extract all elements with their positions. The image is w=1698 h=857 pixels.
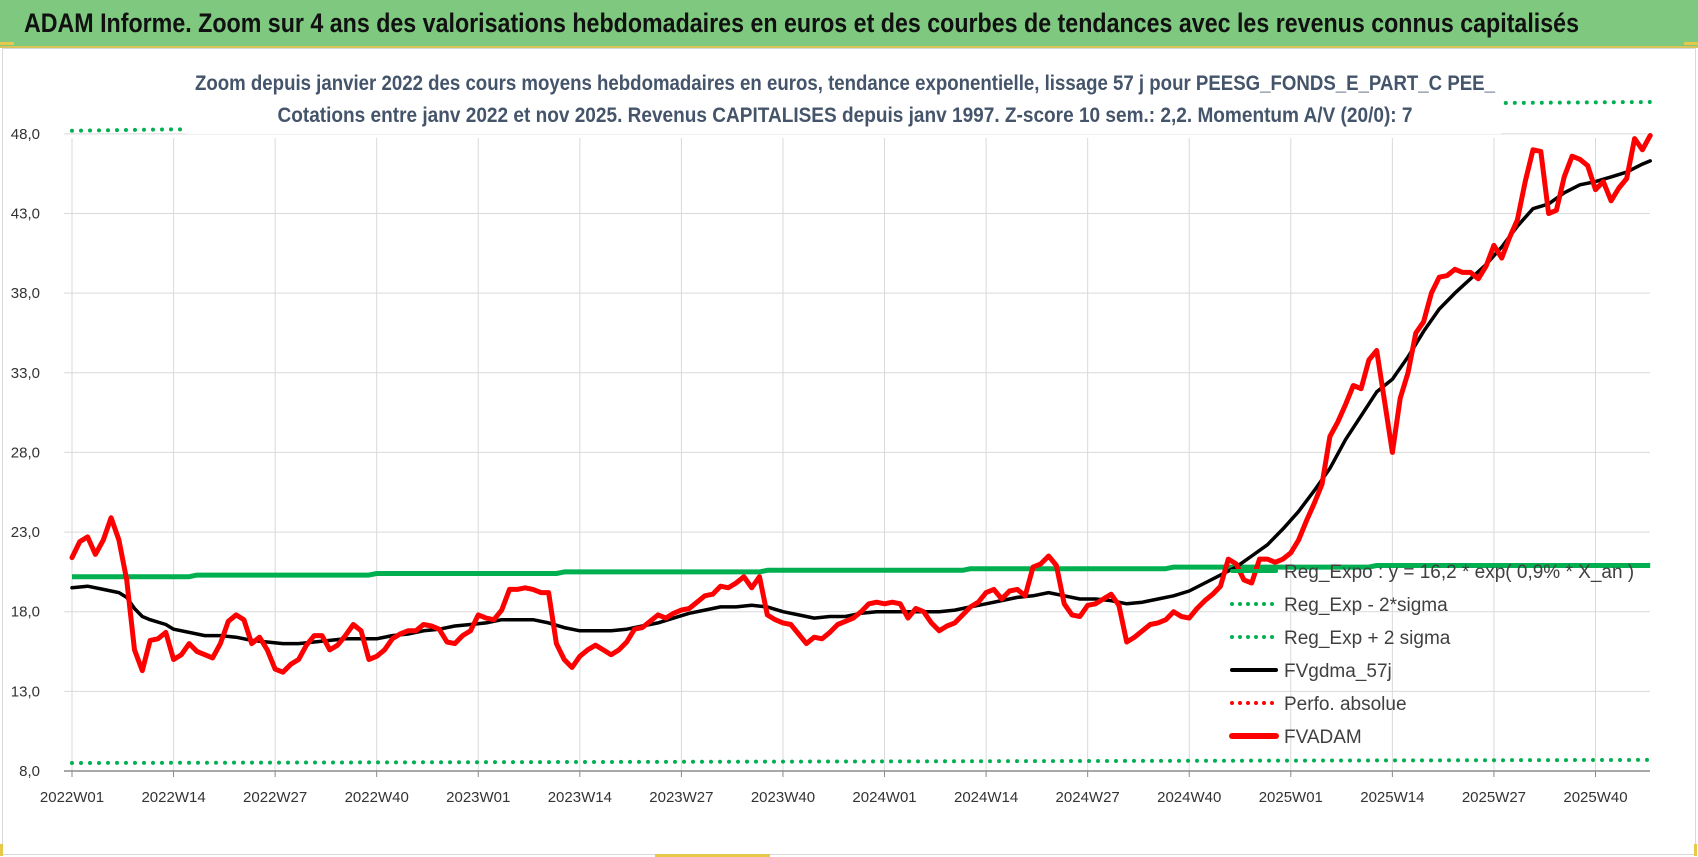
- y-tick-label: 13,0: [11, 683, 40, 700]
- legend-label: FVADAM: [1284, 727, 1362, 748]
- chart-frame: [2, 48, 1696, 855]
- corner-mark-top-left: [0, 42, 14, 45]
- x-tick-label: 2022W40: [345, 789, 409, 806]
- corner-mark-bottom-left: [0, 844, 3, 856]
- series-moving-average-line: [70, 159, 1652, 646]
- x-tick-label: 2024W27: [1056, 789, 1120, 806]
- legend-label: Reg_Exp - 2*sigma: [1284, 595, 1448, 616]
- x-tick-label: 2023W14: [548, 789, 612, 806]
- corner-mark-top-right: [1684, 42, 1698, 45]
- x-tick-label: 2025W40: [1563, 789, 1627, 806]
- series-upper-band-line: [70, 127, 199, 133]
- page-title: ADAM Informe. Zoom sur 4 ans des valoris…: [24, 8, 1579, 38]
- legend-label: Reg_Exp + 2 sigma: [1284, 628, 1451, 649]
- x-tick-label: 2024W40: [1157, 789, 1221, 806]
- series-upper-band-line: [1413, 100, 1653, 106]
- y-tick-label: 28,0: [11, 444, 40, 461]
- x-tick-label: 2022W27: [243, 789, 307, 806]
- x-tick-label: 2025W14: [1360, 789, 1424, 806]
- corner-mark-bottom-right: [1694, 844, 1697, 856]
- series-lower-band-line: [70, 757, 1653, 765]
- x-tick-label: 2022W14: [141, 789, 205, 806]
- y-tick-label: 48,0: [11, 126, 40, 143]
- bottom-accent-bar: [655, 854, 770, 857]
- series-regression-line: [72, 563, 1651, 580]
- chart-title-line-2: Cotations entre janv 2022 et nov 2025. R…: [278, 104, 1413, 127]
- y-tick-label: 38,0: [11, 285, 40, 302]
- x-tick-label: 2024W14: [954, 789, 1018, 806]
- y-tick-label: 33,0: [11, 365, 40, 382]
- x-tick-label: 2023W01: [446, 789, 510, 806]
- legend-label: FVgdma_57j: [1284, 661, 1392, 682]
- y-tick-label: 18,0: [11, 604, 40, 621]
- page-title-banner: ADAM Informe. Zoom sur 4 ans des valoris…: [0, 0, 1698, 48]
- y-tick-label: 43,0: [11, 206, 40, 223]
- chart-title-background: [186, 62, 1501, 134]
- legend-label: Perfo. absolue: [1284, 694, 1407, 715]
- x-tick-label: 2023W27: [649, 789, 713, 806]
- x-tick-label: 2024W01: [852, 789, 916, 806]
- y-tick-label: 23,0: [11, 524, 40, 541]
- chart-title-line-1: Zoom depuis janvier 2022 des cours moyen…: [195, 72, 1495, 95]
- x-tick-label: 2022W01: [40, 789, 104, 806]
- series-price-line: [69, 133, 1653, 675]
- x-tick-label: 2025W01: [1259, 789, 1323, 806]
- y-tick-label: 8,0: [19, 763, 40, 780]
- x-tick-label: 2025W27: [1462, 789, 1526, 806]
- x-tick-label: 2023W40: [751, 789, 815, 806]
- legend-label: Reg_Expo : y = 16,2 * exp( 0,9% * X_an ): [1284, 562, 1634, 583]
